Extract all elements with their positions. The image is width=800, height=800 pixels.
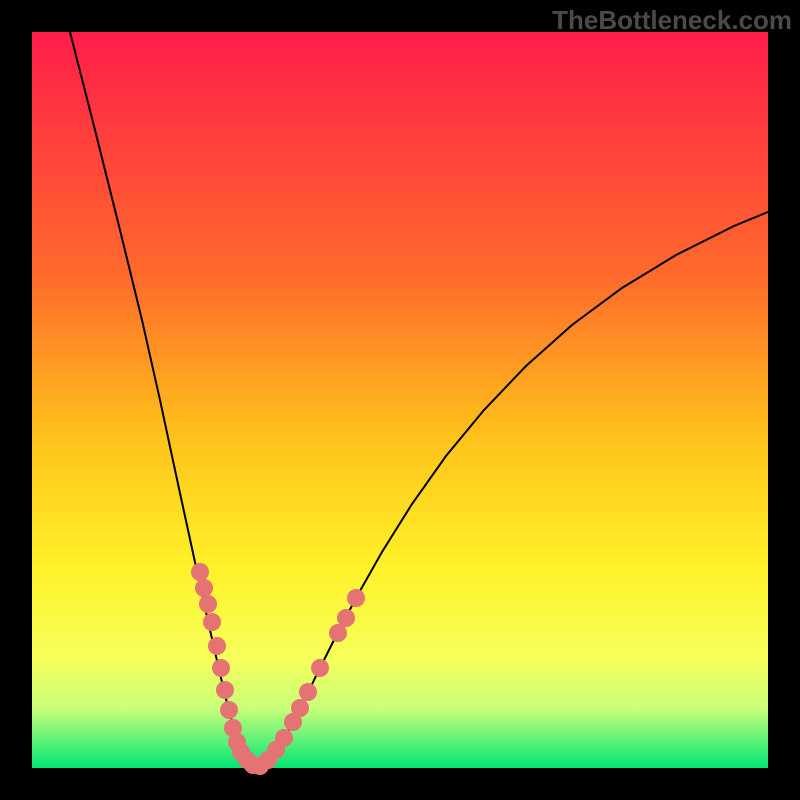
chart-container: TheBottleneck.com <box>0 0 800 800</box>
plot-gradient-area <box>32 32 768 768</box>
watermark-text: TheBottleneck.com <box>552 5 792 36</box>
